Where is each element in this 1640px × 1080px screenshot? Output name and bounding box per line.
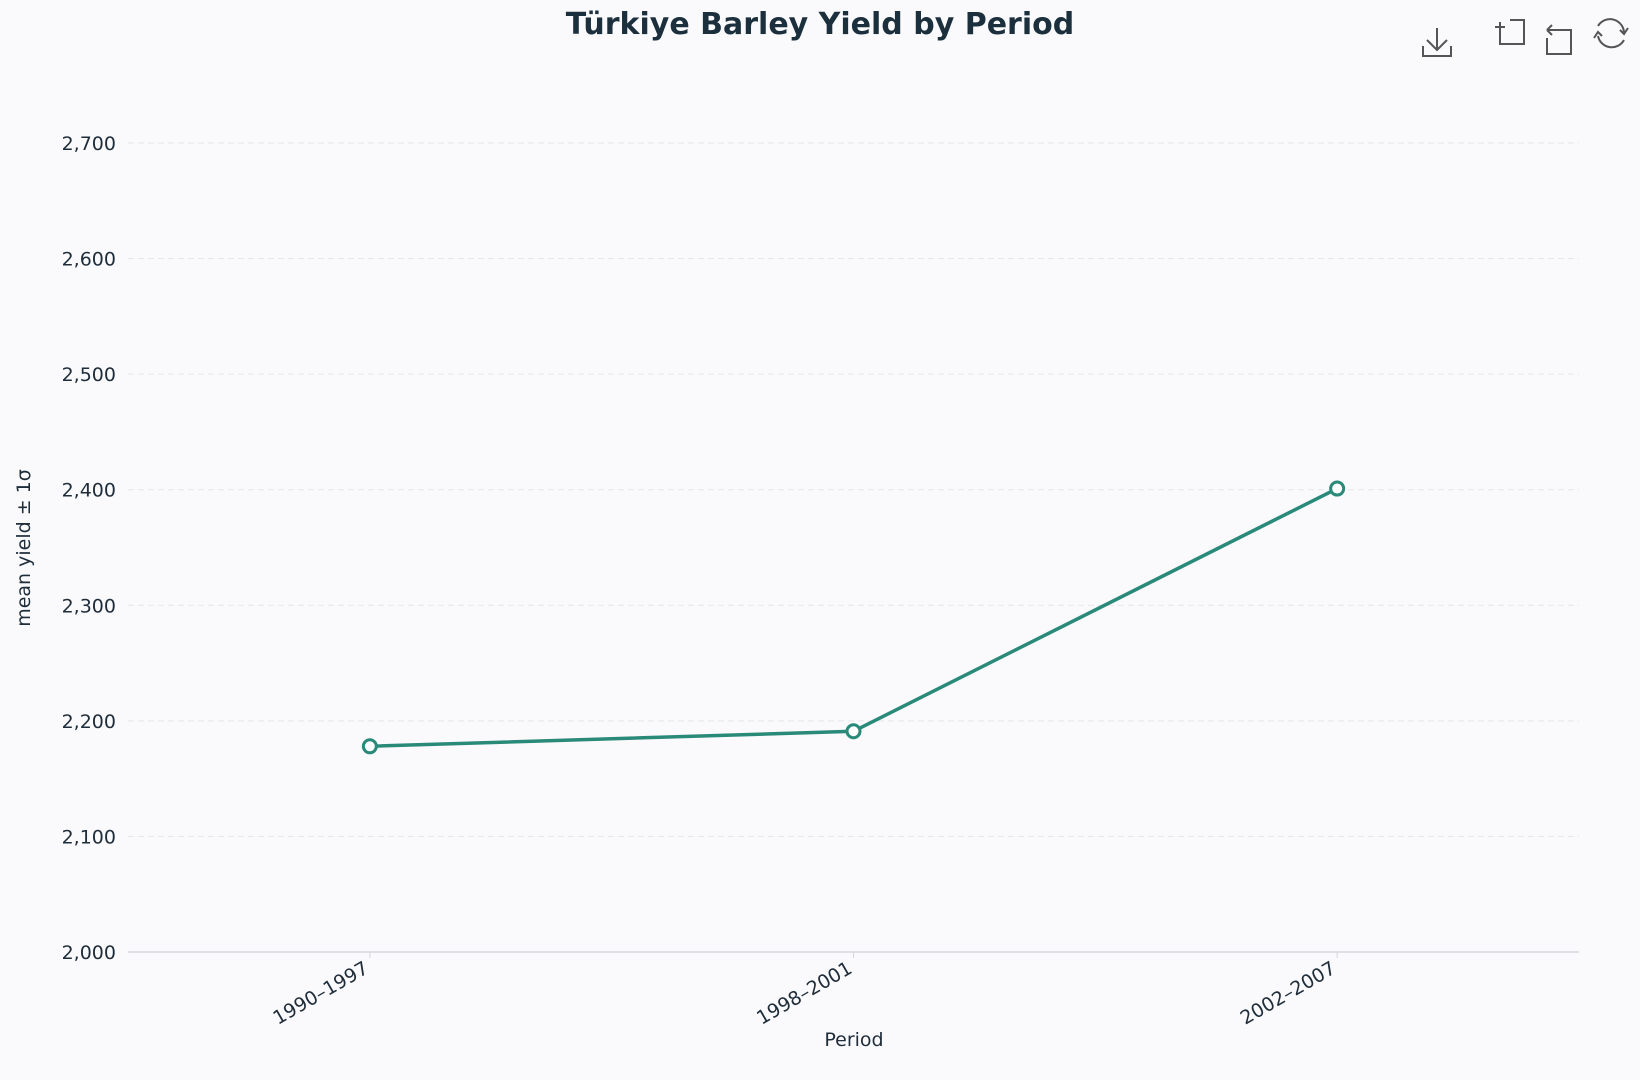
point	[845, 723, 862, 740]
y-tick-label: 2,700	[62, 133, 116, 155]
x-tick-label: 1998–2001	[753, 957, 856, 1029]
point	[361, 738, 378, 755]
chart-title: Türkiye Barley Yield by Period	[566, 7, 1074, 42]
series-line	[369, 486, 1338, 749]
x-tick-label: 2002–2007	[1237, 957, 1340, 1029]
download-button[interactable]	[1422, 28, 1452, 57]
y-tick-label: 2,100	[62, 826, 116, 848]
y-tick-label: 2,000	[62, 942, 116, 964]
restore-button[interactable]	[1593, 18, 1629, 49]
y-tick-label: 2,600	[62, 249, 116, 271]
y-tick-label: 2,200	[62, 711, 116, 733]
y-tick-label: 2,300	[62, 595, 116, 617]
x-tick-label: 1990–1997	[269, 957, 372, 1029]
y-tick-label: 2,500	[62, 364, 116, 386]
x-axis-label: Period	[824, 1029, 883, 1051]
point	[1329, 480, 1346, 497]
y-axis-label: mean yield ± 1σ	[13, 469, 35, 627]
toolbar	[1422, 18, 1629, 57]
back-button[interactable]	[1546, 24, 1572, 55]
zoom-button[interactable]	[1495, 19, 1525, 45]
y-tick-label: 2,400	[62, 480, 116, 502]
